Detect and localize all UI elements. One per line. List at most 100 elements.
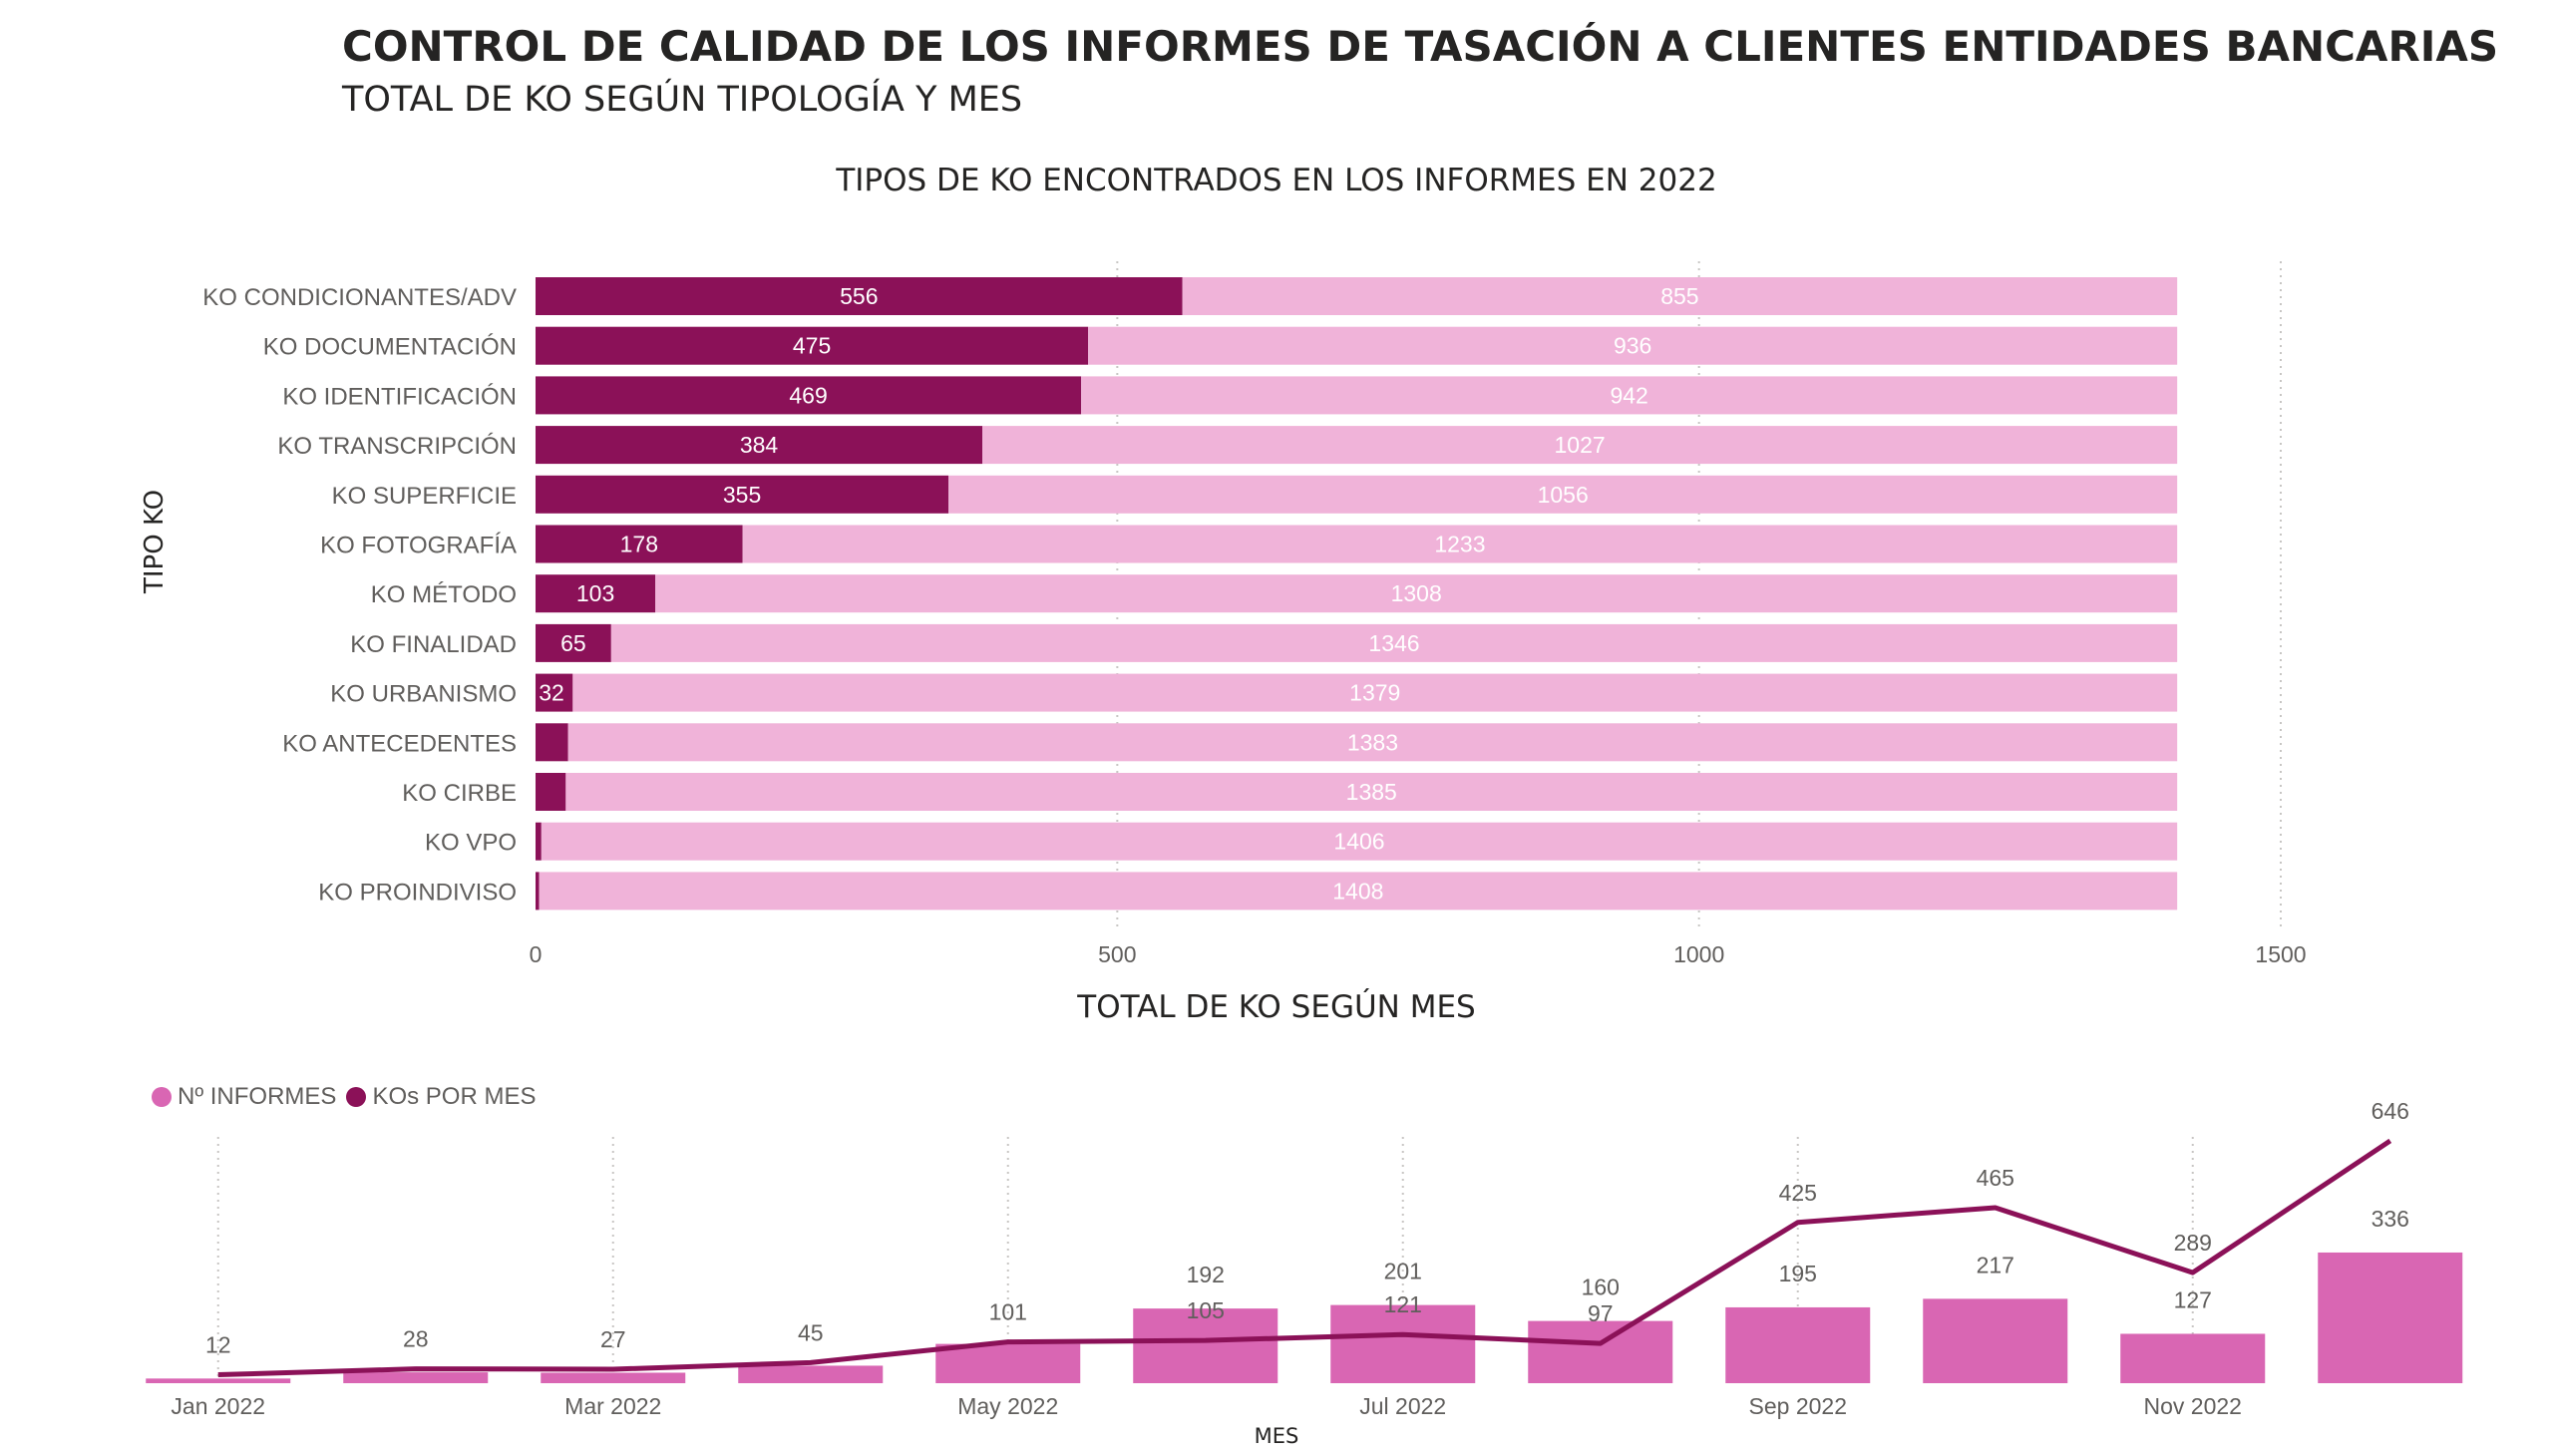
category-label: KO CONDICIONANTES/ADV xyxy=(202,284,517,311)
bar-data-label: 127 xyxy=(2174,1286,2212,1312)
bar-data-label: 942 xyxy=(1610,382,1647,408)
bar-data-label: 192 xyxy=(1187,1262,1225,1287)
bar-data-label: 201 xyxy=(1384,1259,1422,1284)
bar-data-label: 936 xyxy=(1614,333,1651,359)
bar-ok-light xyxy=(1081,376,2178,415)
x-tick-label: Mar 2022 xyxy=(564,1393,661,1419)
bar-ko-dark xyxy=(536,723,568,762)
month-bar xyxy=(2120,1333,2266,1383)
ko-line xyxy=(217,1138,2392,1378)
legend-item-kos[interactable]: KOs POR MES xyxy=(346,1083,536,1111)
x-tick-label: Jan 2022 xyxy=(171,1393,265,1419)
bar-ko-dark xyxy=(536,574,656,613)
month-bar xyxy=(1528,1320,1673,1383)
bar-ko-dark xyxy=(536,326,1089,365)
bar-ko-dark xyxy=(536,623,611,662)
bar-data-label: 556 xyxy=(840,283,878,309)
bar-data-label: 1383 xyxy=(1347,729,1398,755)
ko-type-chart-title: TIPOS DE KO ENCONTRADOS EN LOS INFORMES … xyxy=(836,163,1717,198)
bar-data-label: 1233 xyxy=(1434,532,1485,557)
category-label: KO VPO xyxy=(425,830,517,857)
line-data-label: 105 xyxy=(1187,1297,1225,1323)
line-data-label: 465 xyxy=(1977,1165,2014,1191)
month-bar xyxy=(1923,1298,2068,1383)
bar-data-label: 855 xyxy=(1660,283,1698,309)
bar-ok-light xyxy=(1182,277,2178,315)
bar-ko-dark xyxy=(536,475,949,514)
bar-data-label: 1056 xyxy=(1538,482,1589,508)
x-tick-label: 1500 xyxy=(2255,941,2306,967)
bar-data-label: 355 xyxy=(723,482,761,508)
bar-ko-dark xyxy=(536,277,1183,315)
bar-data-label: 475 xyxy=(793,333,831,359)
monthly-chart-title: TOTAL DE KO SEGÚN MES xyxy=(1077,989,1476,1025)
x-tick-label: 500 xyxy=(1098,941,1136,967)
bar-data-label: 32 xyxy=(539,680,564,706)
bar-ko-dark xyxy=(536,426,982,465)
x-tick-label: 0 xyxy=(530,941,543,967)
month-bar xyxy=(1725,1306,1871,1383)
bar-ko-dark xyxy=(536,822,542,861)
monthly-legend: Nº INFORMES KOs POR MES xyxy=(152,1083,546,1111)
line-data-label: 12 xyxy=(205,1332,231,1358)
month-bar xyxy=(1133,1308,1278,1383)
x-tick-label: Jul 2022 xyxy=(1359,1393,1446,1419)
legend-label: Nº INFORMES xyxy=(178,1083,337,1110)
bar-ok-light xyxy=(982,426,2178,465)
x-tick-label: Nov 2022 xyxy=(2144,1393,2242,1419)
category-label: KO URBANISMO xyxy=(330,681,517,708)
bar-data-label: 217 xyxy=(1977,1252,2014,1277)
month-bar xyxy=(935,1343,1081,1383)
line-data-label: 45 xyxy=(798,1319,824,1345)
bar-ko-dark xyxy=(536,376,1082,415)
line-data-label: 97 xyxy=(1588,1300,1614,1326)
legend-item-informes[interactable]: Nº INFORMES xyxy=(152,1083,336,1111)
monthly-axis-title: MES xyxy=(1254,1424,1299,1448)
category-label: KO DOCUMENTACIÓN xyxy=(263,334,517,361)
bar-ok-light xyxy=(1088,326,2178,365)
bar-data-label: 336 xyxy=(2371,1206,2409,1232)
page-subtitle: TOTAL DE KO SEGÚN TIPOLOGÍA Y MES xyxy=(342,80,1023,120)
line-data-label: 101 xyxy=(989,1299,1027,1325)
legend-dot-icon xyxy=(152,1087,172,1107)
month-bar xyxy=(343,1372,489,1383)
legend-label: KOs POR MES xyxy=(372,1083,537,1110)
category-label: KO FINALIDAD xyxy=(350,631,517,658)
line-data-label: 27 xyxy=(600,1326,626,1352)
bar-ko-dark xyxy=(536,525,743,563)
line-data-label: 289 xyxy=(2174,1230,2212,1256)
x-tick-label: May 2022 xyxy=(957,1393,1058,1419)
x-tick-label: Sep 2022 xyxy=(1749,1393,1847,1419)
bar-ok-light xyxy=(610,623,2178,662)
bar-ko-dark xyxy=(536,673,573,712)
category-label: KO CIRBE xyxy=(402,780,517,807)
category-label: KO FOTOGRAFÍA xyxy=(320,533,517,559)
bar-data-label: 384 xyxy=(740,432,779,458)
category-label: KO IDENTIFICACIÓN xyxy=(282,383,517,410)
bar-ok-light xyxy=(539,872,2178,910)
month-bar xyxy=(1330,1304,1476,1383)
bar-data-label: 178 xyxy=(620,532,658,557)
bar-data-label: 160 xyxy=(1582,1274,1620,1300)
bar-data-label: 1379 xyxy=(1349,680,1400,706)
line-data-label: 121 xyxy=(1384,1291,1422,1317)
bar-data-label: 1346 xyxy=(1368,630,1419,656)
legend-dot-icon xyxy=(346,1087,367,1107)
bar-data-label: 1308 xyxy=(1391,580,1442,606)
bar-data-label: 65 xyxy=(560,630,586,656)
bar-ok-light xyxy=(742,525,2178,563)
line-data-label: 646 xyxy=(2371,1098,2409,1124)
x-tick-label: 1000 xyxy=(1673,941,1724,967)
month-bar xyxy=(541,1372,686,1383)
bar-ok-light xyxy=(567,723,2178,762)
bar-ko-dark xyxy=(536,872,540,910)
month-bar xyxy=(738,1365,884,1383)
bar-data-label: 1385 xyxy=(1346,779,1397,805)
bar-ok-light xyxy=(565,773,2178,811)
page-title: CONTROL DE CALIDAD DE LOS INFORMES DE TA… xyxy=(342,22,2499,71)
bar-data-label: 195 xyxy=(1779,1261,1817,1286)
line-data-label: 425 xyxy=(1779,1180,1817,1206)
bar-data-label: 103 xyxy=(576,580,614,606)
bar-ok-light xyxy=(541,822,2178,861)
